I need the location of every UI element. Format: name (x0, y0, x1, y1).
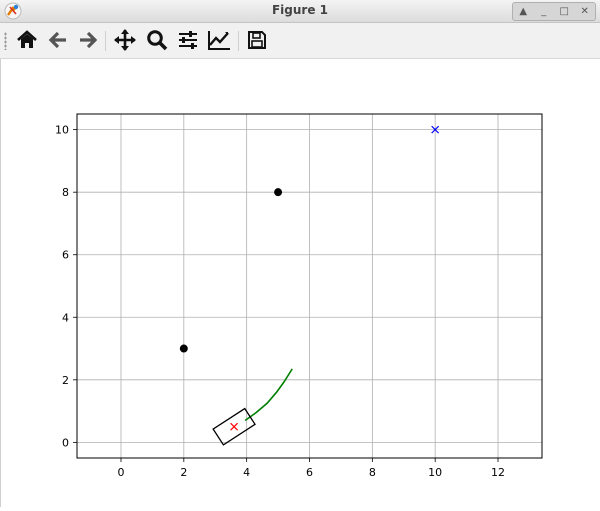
vehicle-center-marker (230, 422, 239, 431)
x-tick-label: 4 (243, 466, 250, 479)
toolbar-separator (238, 31, 239, 51)
keep-above-icon[interactable]: ▲ (519, 5, 528, 17)
marks-layer (179, 125, 440, 446)
x-tick-label: 12 (491, 466, 505, 479)
goal-marker (431, 125, 440, 134)
y-tick-label: 0 (62, 436, 69, 449)
chart-svg[interactable]: 0 2 4 6 8 10 12 0 2 4 6 8 10 (1, 59, 600, 507)
app-icon (4, 2, 22, 20)
y-tick-label: 6 (62, 249, 69, 262)
y-tick-label: 10 (55, 124, 69, 137)
close-icon[interactable]: ✕ (580, 5, 589, 17)
window-title: Figure 1 (271, 3, 329, 17)
forward-button[interactable] (75, 27, 101, 53)
planned-path-line (244, 368, 293, 422)
x-tick-label: 0 (117, 466, 124, 479)
x-tick-label: 8 (369, 466, 376, 479)
x-tick-label: 10 (428, 466, 442, 479)
zoom-button[interactable] (144, 27, 170, 53)
arrow-right-icon (80, 31, 98, 49)
grid-lines (77, 114, 542, 458)
tick-layer: 0 2 4 6 8 10 12 0 2 4 6 8 10 (55, 124, 505, 479)
toolbar-separator (105, 31, 106, 51)
window-titlebar: Figure 1 ▲ _ □ ✕ (0, 0, 600, 23)
axes-button[interactable] (206, 27, 232, 53)
sliders-icon (179, 31, 197, 49)
home-icon (17, 30, 37, 48)
arrow-left-icon (48, 31, 66, 49)
x-tick-label: 2 (180, 466, 187, 479)
maximize-icon[interactable]: □ (559, 5, 569, 17)
obstacle-point (274, 188, 283, 197)
vehicle-outline (212, 407, 256, 446)
obstacle-point (179, 344, 188, 353)
line-chart-icon (208, 31, 230, 50)
minimize-icon[interactable]: _ (541, 5, 547, 17)
move-icon (114, 29, 136, 51)
x-tick-label: 6 (306, 466, 313, 479)
back-button[interactable] (45, 27, 71, 53)
y-tick-label: 4 (62, 311, 69, 324)
path-layer (244, 368, 293, 422)
pan-button[interactable] (112, 27, 138, 53)
save-button[interactable] (244, 27, 270, 53)
magnifier-icon (147, 30, 168, 51)
floppy-icon (248, 31, 266, 49)
home-button[interactable] (14, 27, 40, 53)
navigation-toolbar (0, 23, 600, 59)
toolbar-grip[interactable] (4, 32, 7, 50)
y-tick-label: 8 (62, 186, 69, 199)
y-tick-label: 2 (62, 374, 69, 387)
figure-canvas[interactable]: 0 2 4 6 8 10 12 0 2 4 6 8 10 (0, 59, 600, 507)
subplots-button[interactable] (175, 27, 201, 53)
window-controls: ▲ _ □ ✕ (512, 2, 596, 21)
